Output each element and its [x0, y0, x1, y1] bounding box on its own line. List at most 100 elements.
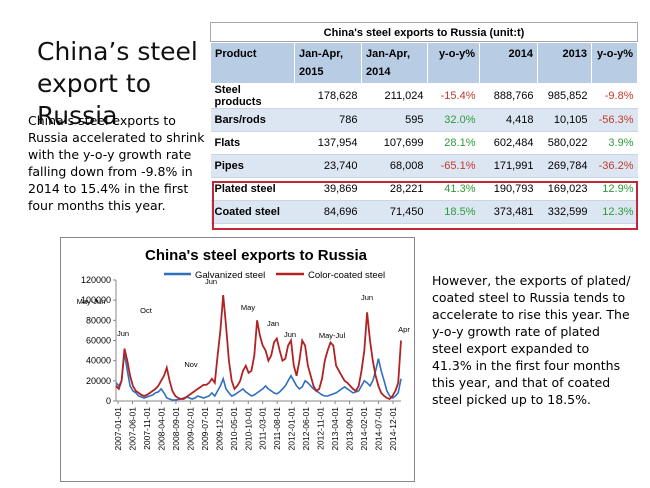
table-cell: 595	[361, 108, 428, 132]
table-cell: 178,628	[294, 83, 362, 109]
x-tick-label: 2012-01-01	[287, 407, 297, 451]
legend: Galvanized steel Color-coated steel	[164, 270, 385, 281]
x-tick-label: 2014-07-01	[374, 407, 384, 451]
table-cell: 602,484	[479, 131, 538, 155]
x-tick-label: 2010-10-01	[243, 407, 253, 451]
table-header-row: Product Jan-Apr, 2015 Jan-Apr, 2014 y-o-…	[210, 42, 638, 84]
header-product: Product	[210, 42, 295, 84]
table-cell: -15.4%	[427, 83, 480, 109]
table-cell: 3.9%	[591, 131, 638, 155]
table-cell: 12.9%	[591, 177, 638, 201]
chart-annotation: May	[241, 303, 255, 312]
note-text: However, the exports of plated/ coated s…	[432, 273, 631, 407]
table-cell: 41.3%	[427, 177, 480, 201]
slide-title: China’s steel export to Russia	[37, 37, 198, 130]
table-caption: China's steel exports to Russia (unit:t)	[210, 22, 638, 42]
legend-label-galvanized: Galvanized steel	[195, 270, 265, 281]
header-jan-apr-2014: Jan-Apr, 2014	[361, 42, 428, 84]
table-cell: 190,793	[479, 177, 538, 201]
table-cell: 28.1%	[427, 131, 480, 155]
table-cell: 12.3%	[591, 200, 638, 224]
y-tick-label: 80000	[86, 315, 111, 325]
chart-annotation: Jun	[117, 329, 129, 338]
x-tick-label: 2007-01-01	[113, 407, 123, 451]
table-cell: 985,852	[537, 83, 592, 109]
table-cell: 32.0%	[427, 108, 480, 132]
table-row: Flats 137,954 107,699 28.1% 602,484 580,022 3.…	[210, 131, 638, 155]
x-tick-label: 2010-05-01	[229, 407, 239, 451]
table-cell: 137,954	[294, 131, 362, 155]
table-cell: 580,022	[537, 131, 592, 155]
x-tick-label: 2011-08-01	[272, 407, 282, 450]
chart-annotation: Nov	[184, 360, 198, 369]
chart-annotation: Oct	[140, 306, 153, 315]
chart-annotation: Jun	[205, 277, 217, 286]
table-cell: -9.8%	[591, 83, 638, 109]
table-cell: -65.1%	[427, 154, 480, 178]
chart-svg: China's steel exports to Russia Galvaniz…	[77, 247, 411, 451]
y-tick-label: 100000	[81, 295, 111, 305]
line-chart: China's steel exports to Russia Galvaniz…	[60, 237, 415, 482]
table-cell: 888,766	[479, 83, 538, 109]
table-cell: 786	[294, 108, 362, 132]
table-cell: 4,418	[479, 108, 538, 132]
table-cell: 84,696	[294, 200, 362, 224]
chart-annotation: Jan	[267, 319, 279, 328]
intro-text: China’s steel exports to Russia accelera…	[28, 113, 205, 213]
x-tick-label: 2008-09-01	[171, 407, 181, 451]
chart-annotation: May-Jul	[319, 331, 346, 340]
chart-annotation: May-Jun	[77, 297, 106, 306]
row-product-name: Flats	[210, 131, 295, 155]
x-tick-label: 2009-07-01	[200, 407, 210, 451]
y-tick-label: 40000	[86, 356, 111, 366]
row-product-name: Bars/rods	[210, 108, 295, 132]
table-cell: 332,599	[537, 200, 592, 224]
table-cell: -36.2%	[591, 154, 638, 178]
row-product-name: Pipes	[210, 154, 295, 178]
table-cell: 10,105	[537, 108, 592, 132]
table-row: Steel products 178,628 211,024 -15.4% 888,76…	[210, 83, 638, 109]
table-row: Bars/rods 786 595 32.0% 4,418 10,105 -56.3%	[210, 108, 638, 132]
chart-annotation: Apr	[398, 325, 410, 334]
x-tick-label: 2014-02-01	[359, 407, 369, 451]
table-cell: 39,869	[294, 177, 362, 201]
x-tick-label: 2007-06-01	[127, 407, 137, 451]
header-2014: 2014	[479, 42, 538, 84]
y-tick-label: 20000	[86, 376, 111, 386]
table-row: Plated steel 39,869 28,221 41.3% 190,793 169,…	[210, 177, 638, 201]
chart-annotation: Jun	[284, 330, 296, 339]
table-cell: 373,481	[479, 200, 538, 224]
table-cell: 28,221	[361, 177, 428, 201]
table-cell: 68,008	[361, 154, 428, 178]
header-yoy-1: y-o-y%	[427, 42, 480, 84]
exports-table: China's steel exports to Russia (unit:t)…	[210, 22, 638, 224]
y-tick-label: 60000	[86, 336, 111, 346]
row-product-name: Coated steel	[210, 200, 295, 224]
chart-annotation: Jun	[361, 293, 373, 302]
chart-title: China's steel exports to Russia	[145, 247, 368, 264]
header-yoy-2: y-o-y%	[591, 42, 638, 84]
x-tick-label: 2012-11-01	[316, 407, 326, 450]
table-cell: 269,784	[537, 154, 592, 178]
table-cell: 169,023	[537, 177, 592, 201]
x-tick-label: 2013-09-01	[345, 407, 355, 451]
x-tick-label: 2011-03-01	[258, 407, 268, 450]
x-tick-label: 2007-11-01	[142, 407, 152, 450]
x-tick-label: 2009-12-01	[214, 407, 224, 451]
header-2013: 2013	[537, 42, 592, 84]
table-row: Coated steel 84,696 71,450 18.5% 373,481 332,…	[210, 200, 638, 224]
row-product-name: Plated steel	[210, 177, 295, 201]
series-line-coated	[115, 295, 402, 401]
table-row: Pipes 23,740 68,008 -65.1% 171,991 269,784 -36…	[210, 154, 638, 178]
table-cell: 18.5%	[427, 200, 480, 224]
table-cell: 23,740	[294, 154, 362, 178]
series-line-galvanized	[115, 352, 402, 401]
legend-label-coated: Color-coated steel	[308, 270, 385, 281]
y-tick-label: 0	[106, 396, 111, 406]
table-cell: 107,699	[361, 131, 428, 155]
x-tick-label: 2009-02-01	[185, 407, 195, 451]
table-cell: 171,991	[479, 154, 538, 178]
table-cell: 211,024	[361, 83, 428, 109]
x-tick-label: 2014-12-01	[388, 407, 398, 451]
row-product-name: Steel products	[210, 83, 295, 109]
